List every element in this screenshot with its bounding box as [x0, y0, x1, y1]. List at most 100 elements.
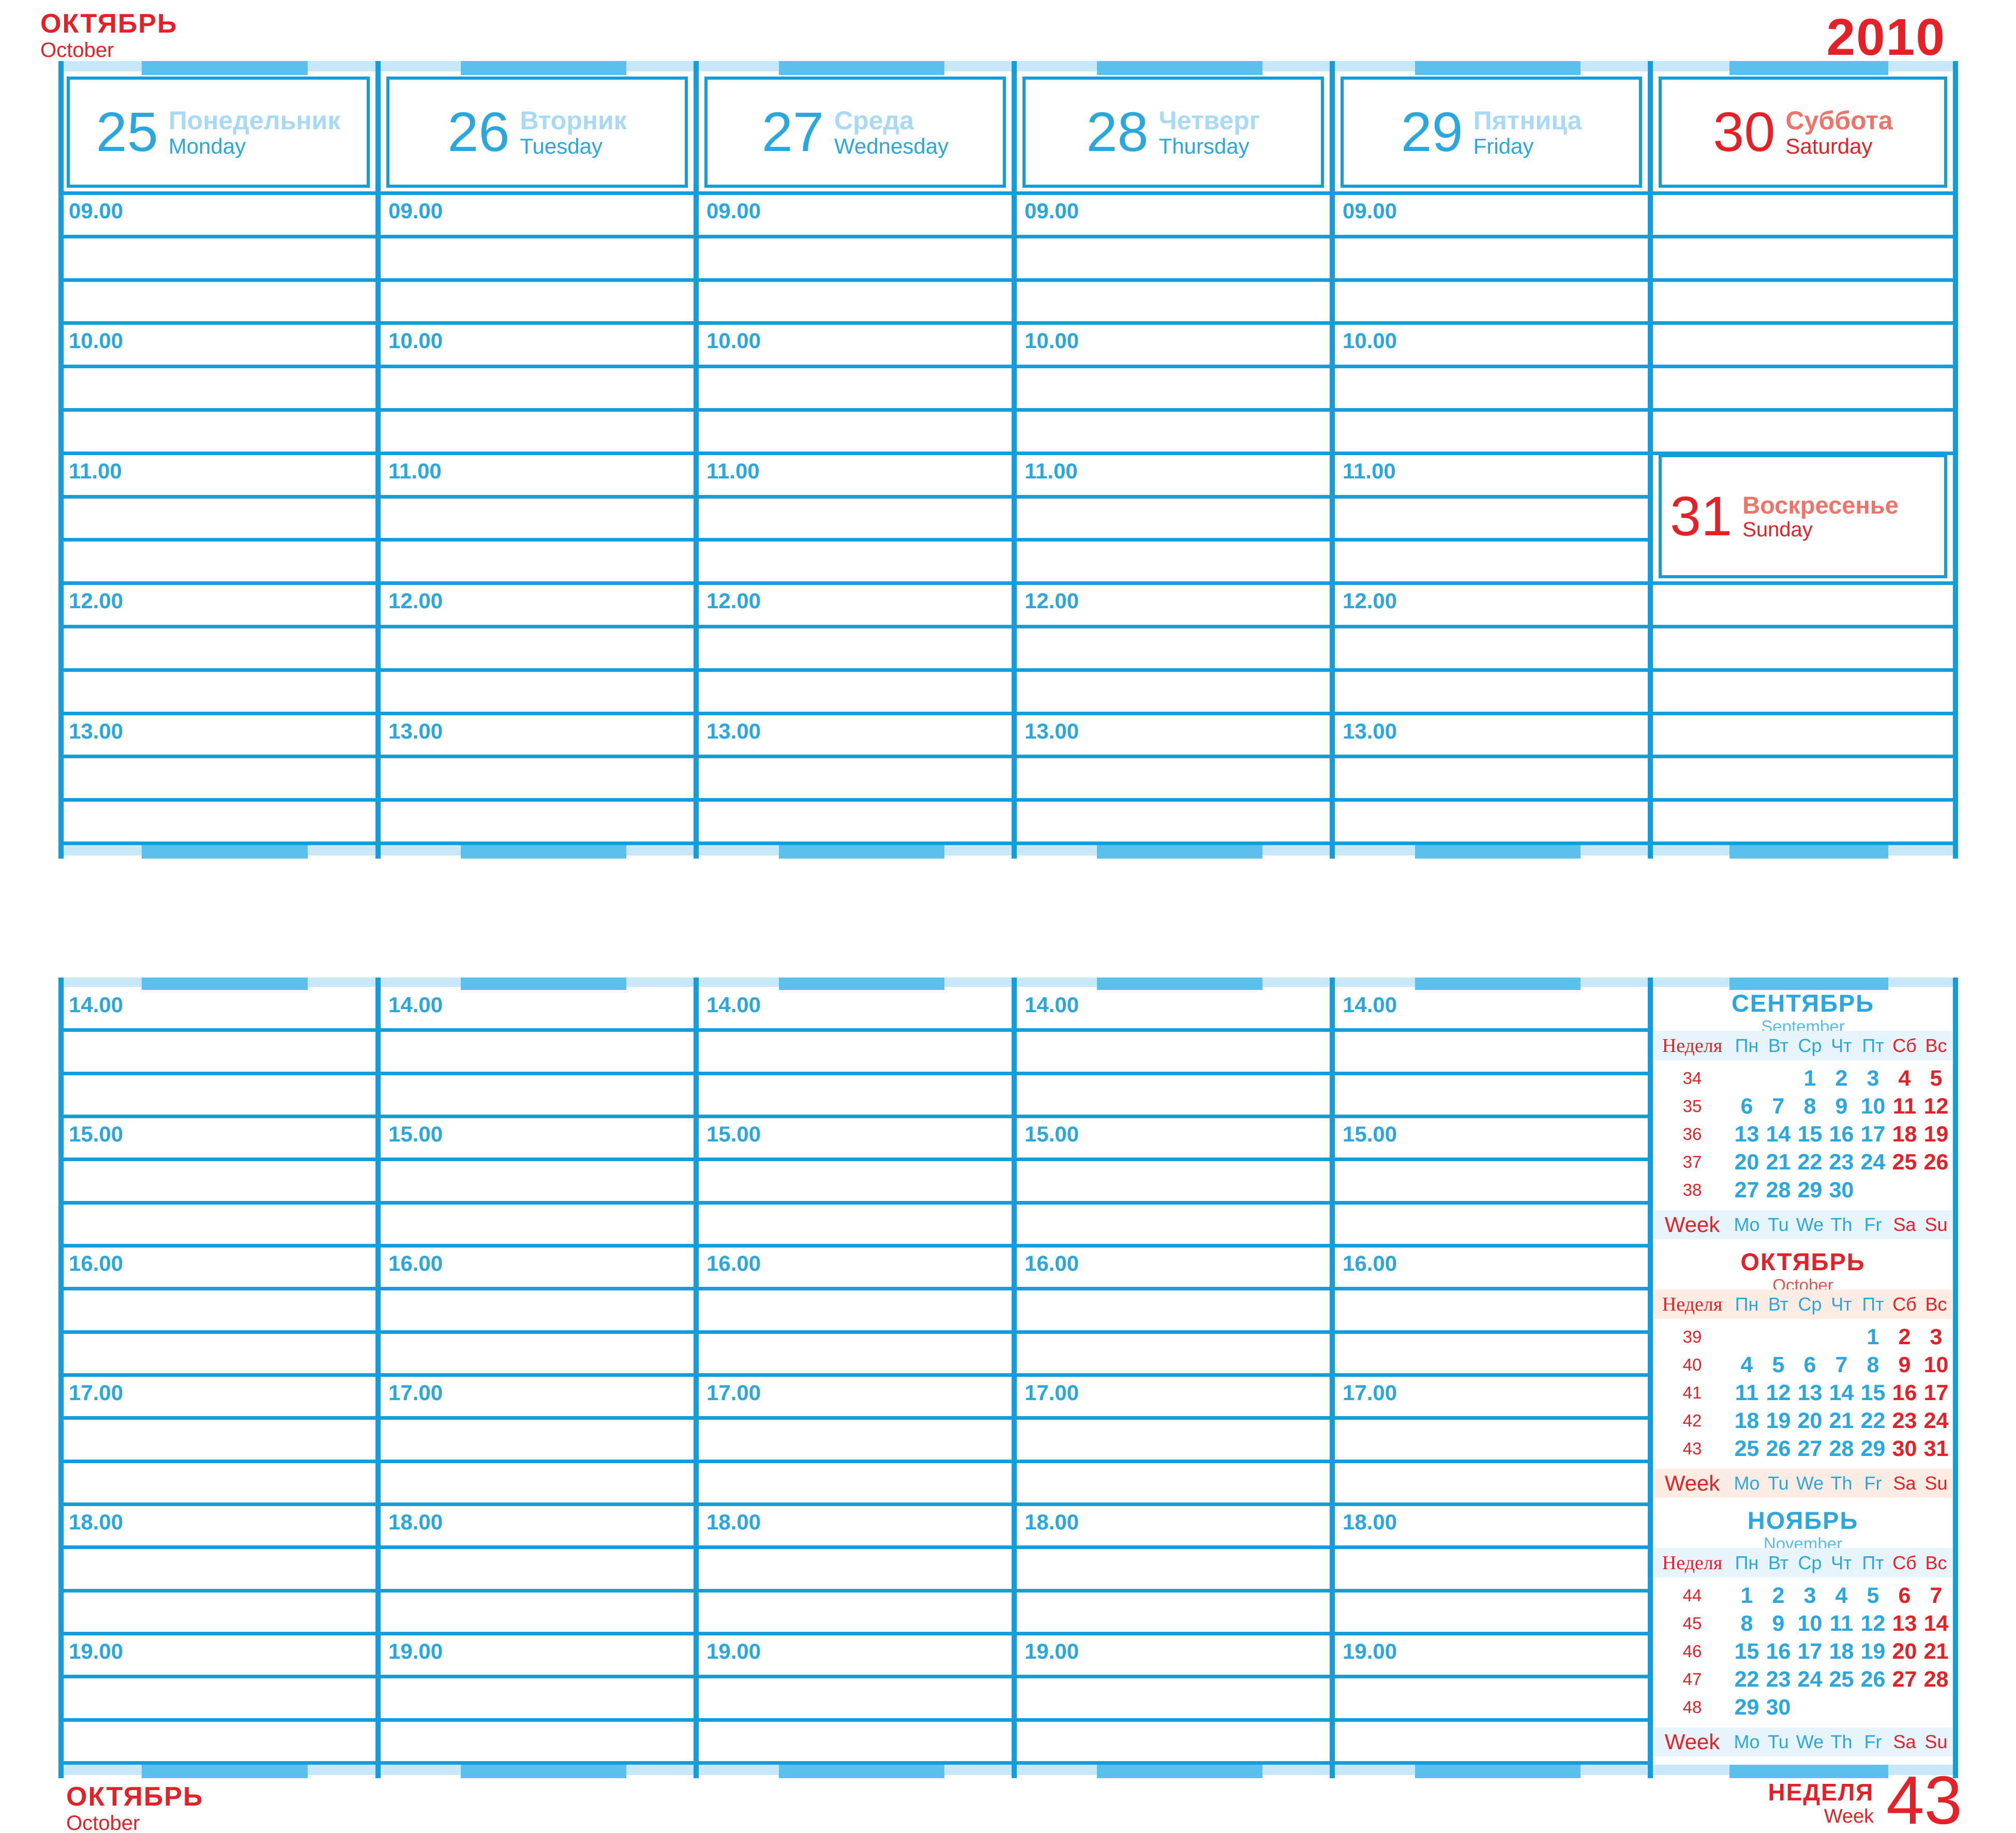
row-line: [696, 1718, 1014, 1722]
mini-calendar-week-cell: 1: [1740, 1583, 1753, 1608]
mini-calendar-week-cell: 13: [1797, 1380, 1823, 1405]
row-line: [1014, 538, 1332, 542]
footer-week: НЕДЕЛЯ Week 43: [1768, 1766, 1962, 1833]
footer-week-labels: НЕДЕЛЯ Week: [1768, 1773, 1874, 1829]
row-line: [58, 668, 378, 672]
mini-calendar-footer-cell: Su: [1924, 1473, 1948, 1494]
hour-label: 15.00: [69, 1121, 124, 1146]
row-line: [1014, 1114, 1332, 1118]
mini-calendar-week-week-label: 48: [1682, 1697, 1702, 1717]
row-line: [696, 1675, 1014, 1679]
decor-band-bottom-bottom-accent: [460, 1765, 626, 1778]
day-name-ru: Понедельник: [168, 106, 341, 136]
row-line: [696, 1028, 1014, 1032]
mini-calendar-header-cell: Сб: [1892, 1034, 1917, 1056]
row-line: [1332, 538, 1650, 542]
row-line: [1332, 1588, 1650, 1592]
mini-calendar-week-cell: 22: [1860, 1408, 1886, 1433]
mini-calendar-header-cell: Пн: [1735, 1034, 1759, 1056]
row-line: [1332, 1718, 1650, 1722]
row-line: [1650, 365, 1955, 369]
hour-label: 13.00: [69, 718, 124, 743]
row-line: [696, 1502, 1014, 1506]
row-line: [1332, 494, 1650, 499]
row-line: [1332, 798, 1650, 802]
row-line: [696, 1243, 1014, 1248]
row-line: [1014, 1459, 1332, 1463]
row-line: [696, 494, 1014, 499]
mini-calendar-week-week-label: 46: [1682, 1642, 1702, 1661]
mini-calendar-week-cell: 6: [1803, 1352, 1816, 1377]
mini-calendar-week-cell: 7: [1835, 1352, 1848, 1377]
row-line: [58, 711, 378, 715]
column-divider: [58, 978, 64, 1778]
day-number: 28: [1086, 100, 1149, 163]
row-line: [378, 1114, 696, 1118]
mini-calendar-week-cell: 31: [1923, 1436, 1949, 1461]
row-line: [378, 1545, 696, 1550]
column-divider: [375, 978, 381, 1778]
day-name-en: Wednesday: [834, 134, 949, 159]
row-line: [1650, 842, 1955, 845]
row-line: [696, 1588, 1014, 1592]
mini-calendar-week-cell: 11: [1892, 1093, 1917, 1119]
mini-calendar-week-row: 38 27 28 29 30: [1653, 1176, 1952, 1204]
column-divider: [1648, 61, 1653, 859]
day-names: Понедельник Monday: [169, 106, 341, 158]
row-line: [58, 1158, 378, 1162]
hour-label: 14.00: [388, 993, 443, 1017]
hour-label: 11.00: [69, 458, 122, 483]
decor-band-bottom-bottom-accent: [141, 1765, 308, 1778]
row-line: [1332, 278, 1650, 282]
row-line: [378, 1761, 696, 1765]
mini-calendar-header-week-label: Неделя: [1662, 1552, 1723, 1574]
row-line: [378, 321, 696, 325]
footer-week-ru: НЕДЕЛЯ: [1768, 1779, 1874, 1806]
decor-band-top-bottom-accent: [1096, 845, 1262, 859]
mini-calendar-week-cell: 21: [1923, 1639, 1949, 1664]
row-line: [58, 625, 378, 628]
mini-calendar-week-week-label: 41: [1682, 1383, 1702, 1402]
mini-calendar-week-cell: 8: [1803, 1093, 1816, 1119]
mini-calendar-week-cell: 5: [1930, 1065, 1943, 1091]
row-line: [378, 494, 696, 499]
decor-band-top-accent: [1096, 61, 1262, 75]
row-line: [58, 1287, 378, 1291]
row-line: [1332, 408, 1650, 412]
row-line: [58, 1588, 378, 1592]
hour-label: 17.00: [69, 1380, 124, 1405]
row-line: [696, 1373, 1014, 1377]
page-title-ru: ОКТЯБРЬ: [40, 9, 178, 39]
row-line: [58, 234, 378, 238]
mini-calendar-week-week-label: 36: [1682, 1124, 1702, 1144]
hour-label: 15.00: [1343, 1121, 1397, 1146]
mini-calendar-week-week-label: 42: [1682, 1411, 1702, 1430]
mini-calendar-title: ОКТЯБРЬ: [1740, 1248, 1865, 1275]
mini-calendar-week-row: 42 18 19 20 21 22 23 24: [1653, 1407, 1952, 1435]
row-line: [1014, 191, 1332, 195]
mini-calendar-header-cell: Сб: [1892, 1552, 1917, 1573]
decor-band-bottom-top-accent: [778, 978, 944, 990]
row-line: [1650, 321, 1955, 325]
row-line: [1332, 668, 1650, 672]
row-line: [378, 668, 696, 672]
mini-calendar-week-cell: 7: [1930, 1583, 1943, 1608]
row-line: [1332, 1761, 1650, 1765]
column-divider: [1012, 978, 1017, 1778]
mini-calendar-week-cell: 20: [1892, 1639, 1917, 1664]
row-line: [696, 1761, 1014, 1765]
row-line: [696, 1416, 1014, 1420]
mini-calendar-week-cell: 3: [1803, 1583, 1816, 1608]
row-line: [1332, 1114, 1650, 1118]
row-line: [1014, 1718, 1332, 1722]
mini-calendar-footer-cell: Mo: [1734, 1731, 1760, 1752]
mini-calendar-footer-band: Week Mo Tu We Th Fr Sa Su: [1653, 1469, 1952, 1498]
hour-label: 16.00: [1025, 1251, 1079, 1275]
row-line: [696, 668, 1014, 672]
day-names: Вторник Tuesday: [520, 106, 626, 158]
mini-calendar-week-cell: 4: [1740, 1352, 1753, 1377]
row-line: [1650, 711, 1955, 715]
hour-label: 12.00: [69, 589, 124, 613]
mini-calendar-header-band: Неделя Пн Вт Ср Чт Пт Сб Вс: [1653, 1031, 1952, 1060]
day-names: Среда Wednesday: [834, 106, 949, 158]
